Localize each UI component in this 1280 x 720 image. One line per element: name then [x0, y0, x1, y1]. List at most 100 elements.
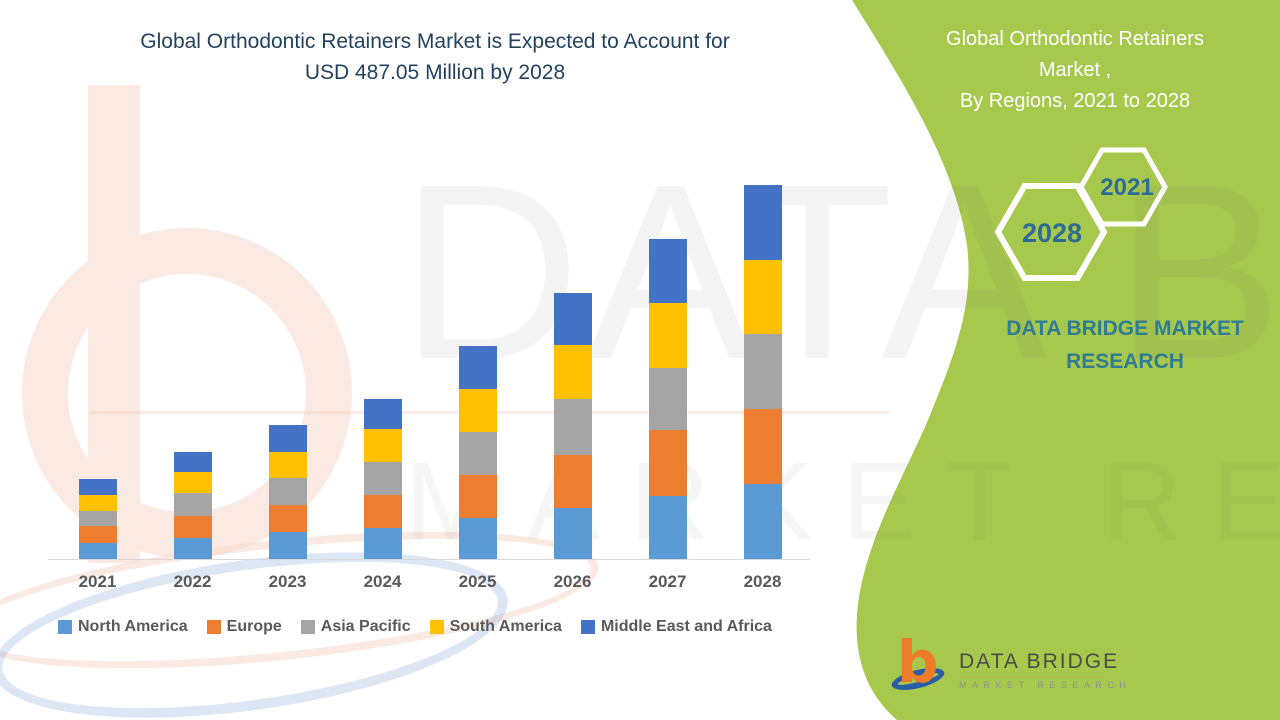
chart-title-line1: Global Orthodontic Retainers Market is E… [140, 30, 730, 53]
sidebar-title: Global Orthodontic Retainers Market , By… [880, 24, 1270, 117]
segment-europe-2021 [78, 525, 117, 543]
legend-label-middle-east-and-africa: Middle East and Africa [600, 618, 772, 635]
legend-label-south-america: South America [449, 618, 562, 635]
x-label-2021: 2021 [78, 572, 117, 591]
bar-slot-2024 [335, 175, 430, 559]
segment-north-america-2028 [743, 484, 782, 559]
logo-b-icon: b [897, 628, 939, 696]
segment-asia-pacific-2025 [458, 431, 497, 475]
segment-asia-pacific-2022 [173, 492, 212, 516]
segment-middle-east-and-africa-2025 [458, 345, 497, 389]
chart-title-line2: USD 487.05 Million by 2028 [304, 61, 566, 84]
chart-title: Global Orthodontic Retainers Market is E… [50, 26, 820, 88]
segment-north-america-2025 [458, 518, 497, 559]
segment-middle-east-and-africa-2026 [553, 293, 592, 345]
x-label-2022: 2022 [173, 572, 212, 591]
segment-south-america-2025 [458, 388, 497, 432]
bar-slot-2023 [240, 175, 335, 559]
logo-subtitle: MARKET RESEARCH [959, 680, 1132, 690]
bar-slot-2026 [525, 175, 620, 559]
stacked-bar-2022 [173, 452, 212, 559]
legend-item-middle-east-and-africa: Middle East and Africa [580, 618, 772, 636]
stacked-bar-2026 [553, 293, 592, 559]
x-axis-labels: 2021 2022 2023 2024 2025 2026 2027 2028 [50, 572, 810, 592]
segment-europe-2023 [268, 505, 307, 533]
bar-slot-2027 [620, 175, 715, 559]
segment-north-america-2027 [648, 496, 687, 559]
segment-middle-east-and-africa-2022 [173, 452, 212, 473]
sidebar-brand-line1: DATA BRIDGE MARKET [1006, 317, 1244, 340]
segment-middle-east-and-africa-2027 [648, 238, 687, 303]
segment-north-america-2021 [78, 542, 117, 559]
segment-south-america-2024 [363, 429, 402, 463]
databridge-logo: b DATA BRIDGE MARKET RESEARCH [889, 628, 1132, 704]
segment-north-america-2024 [363, 528, 402, 559]
segment-europe-2026 [553, 454, 592, 509]
hexagon-year-2021: 2021 [1100, 174, 1154, 201]
stacked-bar-2025 [458, 345, 497, 559]
bar-slot-2028 [715, 175, 810, 559]
sidebar-title-line1: Global Orthodontic Retainers [946, 28, 1204, 50]
segment-south-america-2022 [173, 472, 212, 493]
stacked-bar-2027 [648, 238, 687, 559]
segment-asia-pacific-2023 [268, 478, 307, 506]
segment-europe-2022 [173, 516, 212, 538]
segment-north-america-2026 [553, 508, 592, 559]
x-label-2025: 2025 [458, 572, 497, 591]
legend-swatch-asia-pacific [300, 620, 315, 634]
legend-label-europe: Europe [226, 618, 282, 635]
segment-asia-pacific-2024 [363, 462, 402, 496]
segment-europe-2025 [458, 474, 497, 519]
stacked-bar-2021 [78, 479, 117, 559]
x-label-2027: 2027 [648, 572, 687, 591]
hexagon-2028-outline [994, 183, 1108, 281]
legend-swatch-europe [206, 620, 221, 634]
segment-middle-east-and-africa-2023 [268, 425, 307, 452]
hexagons-graphic [994, 147, 1168, 281]
legend-item-north-america: North America [58, 618, 188, 636]
x-axis-line [48, 559, 810, 560]
segment-europe-2024 [363, 495, 402, 529]
legend-swatch-south-america [429, 620, 444, 634]
x-label-2028: 2028 [743, 572, 782, 591]
segment-south-america-2023 [268, 451, 307, 479]
bar-slot-2022 [145, 175, 240, 559]
legend-item-europe: Europe [206, 618, 282, 636]
sidebar-title-line2: Market , [1038, 59, 1112, 81]
segment-asia-pacific-2027 [648, 367, 687, 430]
stacked-bar-2028 [743, 184, 782, 559]
bar-slot-2021 [50, 175, 145, 559]
segment-south-america-2027 [648, 302, 687, 368]
logo-divider [959, 676, 1107, 677]
x-label-2026: 2026 [553, 572, 592, 591]
segment-north-america-2023 [268, 532, 307, 559]
sidebar-brand-text: DATA BRIDGE MARKET RESEARCH [960, 312, 1280, 378]
bar-chart-plot [50, 175, 810, 559]
sidebar-brand-line2: RESEARCH [1066, 350, 1184, 373]
stacked-bar-2023 [268, 425, 307, 559]
green-panel-shape [852, 0, 1280, 720]
legend-item-south-america: South America [429, 618, 562, 636]
legend-label-north-america: North America [78, 618, 188, 635]
segment-south-america-2028 [743, 259, 782, 335]
hexagon-year-2028: 2028 [1021, 218, 1083, 248]
segment-south-america-2021 [78, 494, 117, 511]
legend-swatch-middle-east-and-africa [580, 620, 595, 634]
segment-middle-east-and-africa-2028 [743, 184, 782, 260]
legend-item-asia-pacific: Asia Pacific [300, 618, 411, 636]
segment-europe-2028 [743, 409, 782, 485]
legend-label-asia-pacific: Asia Pacific [320, 618, 411, 635]
sidebar-title-line3: By Regions, 2021 to 2028 [959, 90, 1191, 112]
logo-title: DATA BRIDGE [959, 650, 1120, 673]
segment-asia-pacific-2026 [553, 398, 592, 455]
logo-text: DATA BRIDGE MARKET RESEARCH [959, 650, 1132, 690]
segment-europe-2027 [648, 429, 687, 497]
bar-slot-2025 [430, 175, 525, 559]
segment-middle-east-and-africa-2024 [363, 399, 402, 430]
x-label-2024: 2024 [363, 572, 402, 591]
segment-middle-east-and-africa-2021 [78, 479, 117, 495]
chart-legend: North America Europe Asia Pacific South Ame… [58, 618, 772, 636]
legend-swatch-north-america [58, 620, 72, 634]
